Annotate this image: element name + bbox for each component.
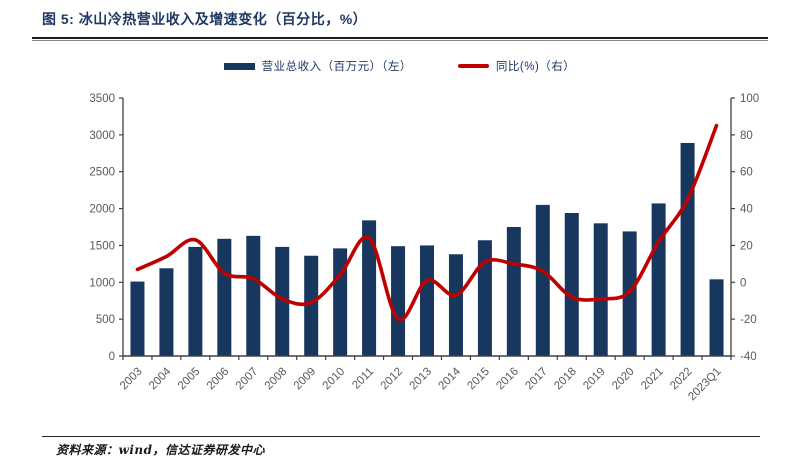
- bar-2013: [420, 245, 434, 356]
- left-axis-label: 1000: [89, 277, 115, 289]
- right-axis-label: 0: [740, 277, 746, 289]
- bar-2004: [159, 268, 174, 356]
- bar-2015: [477, 240, 492, 356]
- left-axis-label: 3000: [89, 130, 115, 142]
- right-axis-label: -40: [740, 351, 757, 363]
- right-axis-label: 80: [740, 130, 753, 142]
- chart-legend: 营业总收入（百万元）（左） 同比(%)（右）: [0, 58, 799, 74]
- x-axis-label-2004: 2004: [147, 365, 174, 392]
- bar-2003: [130, 281, 145, 356]
- x-axis-label-2008: 2008: [263, 366, 290, 393]
- x-axis-label-2007: 2007: [234, 366, 261, 393]
- x-axis-label-2016: 2016: [494, 366, 521, 393]
- bar-2023Q1: [709, 279, 724, 356]
- bar-2019: [593, 223, 608, 356]
- bar-2017: [535, 204, 550, 356]
- bar-2007: [246, 235, 261, 356]
- x-axis-label-2009: 2009: [292, 366, 319, 393]
- legend-item-yoy: 同比(%)（右）: [457, 58, 576, 74]
- x-axis-label-2015: 2015: [465, 366, 492, 393]
- left-axis-label: 500: [96, 314, 115, 326]
- left-axis-label: 0: [109, 351, 115, 363]
- x-axis-label-2005: 2005: [176, 366, 203, 393]
- bar-2014: [448, 254, 463, 356]
- x-axis-label-2006: 2006: [205, 366, 232, 393]
- x-axis-label-2014: 2014: [436, 365, 463, 392]
- x-axis-label-2013: 2013: [408, 366, 435, 393]
- right-axis-label: 100: [740, 93, 759, 105]
- right-axis-label: 40: [740, 204, 753, 216]
- legend-label-yoy: 同比(%)（右）: [495, 61, 576, 73]
- right-axis-label: 20: [740, 240, 753, 252]
- bar-2011: [362, 220, 377, 356]
- x-axis-label-2011: 2011: [350, 366, 376, 392]
- x-axis-label-2018: 2018: [552, 366, 579, 393]
- bar-2006: [217, 238, 232, 356]
- x-axis-label-2012: 2012: [379, 366, 406, 393]
- figure-title: 图 5: 冰山冷热营业收入及增速变化（百分比，%）: [42, 11, 368, 27]
- left-axis-label: 1500: [89, 240, 115, 252]
- x-axis-label-2010: 2010: [321, 366, 348, 393]
- yoy-growth-line: [135, 123, 719, 322]
- left-axis-label: 2500: [89, 167, 115, 179]
- title-divider-double-rule: [32, 37, 768, 41]
- legend-label-revenue: 营业总收入（百万元）（左）: [261, 61, 412, 73]
- x-axis-label-2020: 2020: [610, 366, 637, 393]
- bar-2022: [680, 142, 695, 356]
- source-divider-rule: [42, 436, 760, 437]
- bar-2010: [333, 248, 348, 356]
- figure-source: 资料来源：wind，信达证券研发中心: [56, 443, 266, 457]
- bar-2009: [304, 255, 319, 356]
- x-axis-label-2017: 2017: [523, 366, 550, 393]
- bar-2008: [275, 246, 290, 356]
- bar-2005: [188, 246, 203, 356]
- x-axis-label-2003: 2003: [118, 366, 145, 393]
- bar-2021: [651, 203, 666, 356]
- x-axis-label-2022: 2022: [668, 366, 695, 393]
- right-axis-label: -20: [740, 314, 757, 326]
- x-axis-label-2021: 2021: [639, 366, 666, 393]
- bar-2012: [391, 246, 406, 356]
- right-axis-label: 60: [740, 167, 753, 179]
- left-axis-label: 3500: [89, 93, 115, 105]
- revenue-bar-swatch-icon: [223, 62, 255, 70]
- x-axis-label-2019: 2019: [581, 366, 608, 393]
- bar-2016: [506, 227, 521, 356]
- bar-2018: [564, 212, 579, 356]
- legend-item-revenue: 营业总收入（百万元）（左）: [223, 58, 412, 74]
- yoy-line-swatch-icon: [457, 64, 489, 68]
- left-axis-label: 2000: [89, 204, 115, 216]
